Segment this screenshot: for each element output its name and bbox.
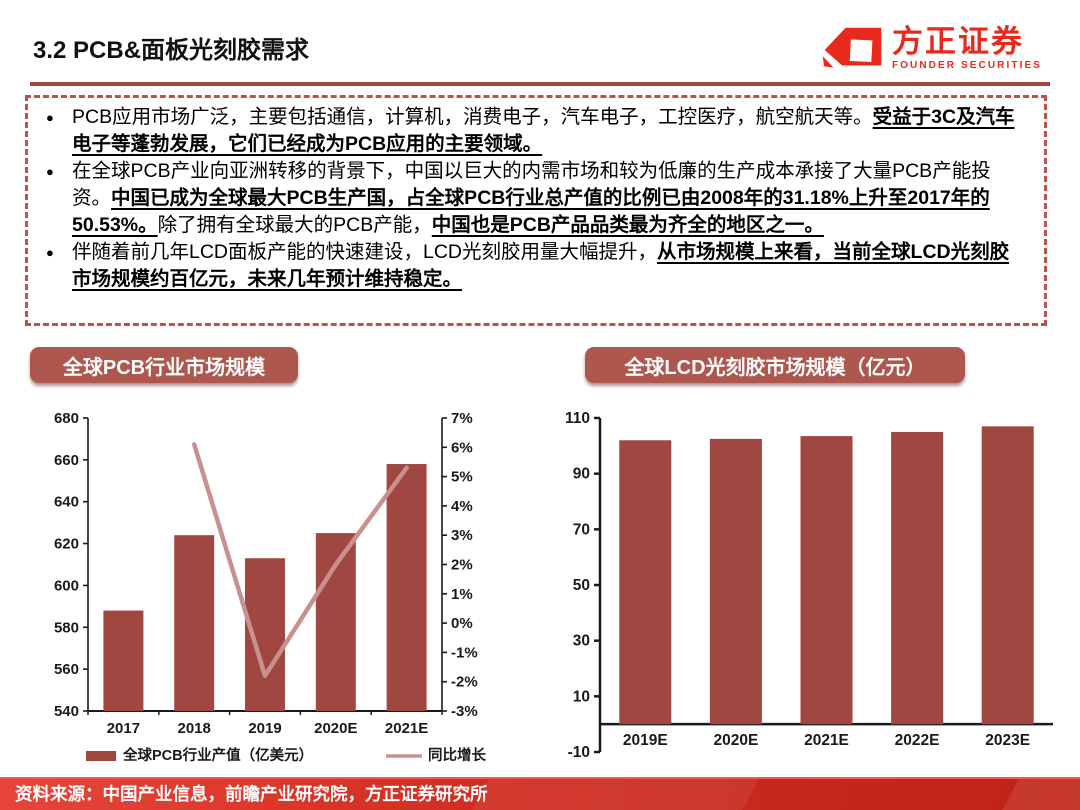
y-tick-label: 30 <box>573 633 590 650</box>
x-category-label: 2018 <box>178 720 211 737</box>
lcd-bar-2021E <box>800 436 853 725</box>
lcd-chart-title-banner: 全球LCD光刻胶市场规模（亿元） <box>585 347 965 383</box>
pcb-chart-title-banner: 全球PCB行业市场规模 <box>30 347 298 383</box>
pcb-bar-2021E <box>386 464 427 711</box>
right-tick-label: 1% <box>451 586 473 603</box>
y-tick-label: -10 <box>568 744 590 761</box>
legend-bar-swatch <box>86 751 116 761</box>
left-tick-label: 580 <box>54 619 79 636</box>
left-tick-label: 640 <box>54 494 79 511</box>
right-tick-label: 7% <box>451 410 473 427</box>
yoy-growth-line <box>191 442 409 679</box>
logo-text: 方正证券 FOUNDER SECURITIES <box>892 26 1042 71</box>
left-tick-label: 540 <box>54 703 79 720</box>
right-tick-label: -1% <box>451 644 478 661</box>
source-note: 资料来源：中国产业信息，前瞻产业研究院，方正证券研究所 <box>15 784 488 804</box>
left-tick-label: 620 <box>54 536 79 553</box>
legend-line-label: 同比增长 <box>428 746 486 764</box>
x-category-label: 2020E <box>713 732 758 749</box>
header-divider <box>30 82 1050 86</box>
x-category-label: 2019 <box>248 720 281 737</box>
right-tick-label: 5% <box>451 469 473 486</box>
right-tick-label: 2% <box>451 557 473 574</box>
legend-bar-label: 全球PCB行业产值（亿美元） <box>122 746 313 764</box>
right-tick-label: 3% <box>451 527 473 544</box>
bullet-text: PCB应用市场广泛，主要包括通信，计算机，消费电子，汽车电子，工控医疗，航空航天… <box>72 106 873 128</box>
y-tick-label: 50 <box>573 577 590 594</box>
page-title: 3.2 PCB&面板光刻胶需求 <box>33 37 310 64</box>
bullet-item-2: 在全球PCB产业向亚洲转移的背景下，中国以巨大的内需市场和较为低廉的生产成本承接… <box>40 158 1028 239</box>
x-category-label: 2019E <box>623 732 668 749</box>
founder-securities-logo-icon <box>821 20 884 77</box>
y-tick-label: 70 <box>573 521 590 538</box>
bullet-item-1: PCB应用市场广泛，主要包括通信，计算机，消费电子，汽车电子，工控医疗，航空航天… <box>40 104 1028 158</box>
left-tick-label: 600 <box>54 577 79 594</box>
key-points-box: PCB应用市场广泛，主要包括通信，计算机，消费电子，汽车电子，工控医疗，航空航天… <box>25 95 1047 326</box>
x-category-label: 2020E <box>314 720 357 737</box>
pcb-market-chart: 680 660 640 620 600 580 560 540 7% 6% 5% 4% 3% 2% 1% 0%… <box>54 410 487 764</box>
x-category-label: 2021E <box>804 732 849 749</box>
pcb-bar-2018 <box>174 535 215 711</box>
right-tick-label: -2% <box>451 674 478 691</box>
bullet-text: 除了拥有全球最大的PCB产能， <box>157 214 432 236</box>
left-tick-label: 560 <box>54 661 79 678</box>
source-footer-bar: 资料来源：中国产业信息，前瞻产业研究院，方正证券研究所 <box>0 777 1080 810</box>
founder-securities-logo: 方正证券 FOUNDER SECURITIES <box>821 20 1042 77</box>
right-tick-label: 0% <box>451 615 473 632</box>
left-tick-label: 660 <box>54 452 79 469</box>
bullet-emphasis-text: 中国也是PCB产品品类最为齐全的地区之一。 <box>431 214 824 236</box>
bullet-item-3: 伴随着前几年LCD面板产能的快速建设，LCD光刻胶用量大幅提升，从市场规模上来看… <box>40 239 1028 293</box>
bullet-emphasis-text: 从市场规模上来看，当前全球LCD光刻胶市场规模约百亿元，未来几年预计维持稳定。 <box>72 241 1010 290</box>
bullet-emphasis-text: 中国已成为全球最大PCB生产国，占全球PCB行业总产值的比例已由2008年的31… <box>72 187 990 236</box>
left-tick-label: 680 <box>54 410 79 427</box>
bullet-text: 伴随着前几年LCD面板产能的快速建设，LCD光刻胶用量大幅提升， <box>72 241 658 263</box>
lcd-bar-2023E <box>981 426 1034 725</box>
lcd-bar-2020E <box>709 438 762 725</box>
logo-name-en: FOUNDER SECURITIES <box>891 60 1042 71</box>
lcd-bar-2022E <box>891 431 944 725</box>
x-category-label: 2021E <box>385 720 428 737</box>
lcd-photoresist-chart: 110 90 70 50 30 10 -10 2019E 2020E 2021E 2022E 2023… <box>565 410 1053 761</box>
x-category-label: 2017 <box>107 720 140 737</box>
right-tick-label: 4% <box>451 498 473 515</box>
x-category-label: 2023E <box>985 732 1030 749</box>
pcb-bar-2020E <box>315 533 356 711</box>
y-tick-label: 110 <box>565 410 590 427</box>
pcb-bar-2017 <box>103 610 144 711</box>
y-tick-label: 90 <box>573 466 590 483</box>
x-category-label: 2022E <box>895 732 940 749</box>
lcd-bar-2019E <box>619 440 672 725</box>
bullet-text: 在全球PCB产业向亚洲转移的背景下，中国以巨大的内需市场和较为低廉的生产成本承接… <box>72 160 991 209</box>
logo-name-cn: 方正证券 <box>891 24 1024 59</box>
y-tick-label: 10 <box>573 688 590 705</box>
right-tick-label: 6% <box>451 439 473 456</box>
key-points-list: PCB应用市场广泛，主要包括通信，计算机，消费电子，汽车电子，工控医疗，航空航天… <box>40 104 1028 293</box>
right-tick-label: -3% <box>451 703 478 720</box>
bullet-emphasis-text: 受益于3C及汽车电子等蓬勃发展，它们已经成为PCB应用的主要领域。 <box>72 106 1015 155</box>
